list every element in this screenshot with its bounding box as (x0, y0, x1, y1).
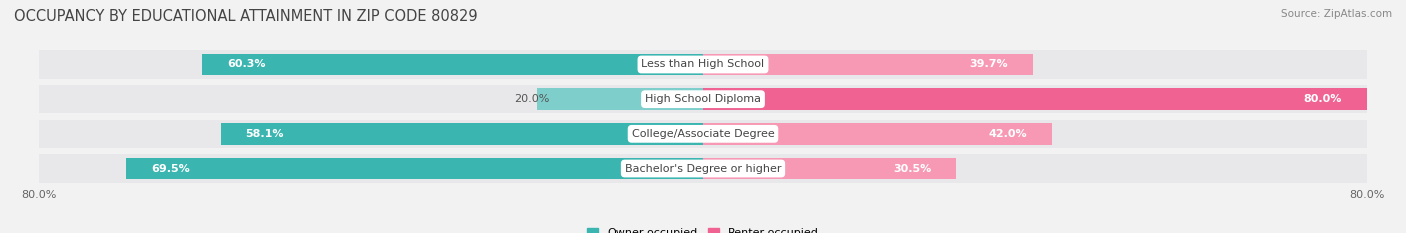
Text: Bachelor's Degree or higher: Bachelor's Degree or higher (624, 164, 782, 174)
Text: 39.7%: 39.7% (969, 59, 1008, 69)
Text: 42.0%: 42.0% (988, 129, 1026, 139)
Bar (39, 85, 1367, 113)
Bar (537, 88, 703, 110)
Text: Less than High School: Less than High School (641, 59, 765, 69)
Bar (202, 54, 703, 75)
Text: Source: ZipAtlas.com: Source: ZipAtlas.com (1281, 9, 1392, 19)
Text: 69.5%: 69.5% (150, 164, 190, 174)
Text: OCCUPANCY BY EDUCATIONAL ATTAINMENT IN ZIP CODE 80829: OCCUPANCY BY EDUCATIONAL ATTAINMENT IN Z… (14, 9, 478, 24)
Text: 58.1%: 58.1% (246, 129, 284, 139)
Text: 80.0%: 80.0% (1303, 94, 1343, 104)
Bar (39, 154, 1367, 183)
Bar (703, 123, 1052, 145)
Text: High School Diploma: High School Diploma (645, 94, 761, 104)
Bar (39, 120, 1367, 148)
Text: 20.0%: 20.0% (515, 94, 550, 104)
Bar (221, 123, 703, 145)
Legend: Owner-occupied, Renter-occupied: Owner-occupied, Renter-occupied (586, 228, 820, 233)
Bar (703, 88, 1367, 110)
Text: 60.3%: 60.3% (228, 59, 266, 69)
Text: 80.0%: 80.0% (21, 190, 56, 200)
Bar (703, 54, 1032, 75)
Text: College/Associate Degree: College/Associate Degree (631, 129, 775, 139)
Text: 30.5%: 30.5% (893, 164, 931, 174)
Bar (39, 50, 1367, 79)
Bar (127, 158, 703, 179)
Bar (703, 158, 956, 179)
Text: 80.0%: 80.0% (1350, 190, 1385, 200)
